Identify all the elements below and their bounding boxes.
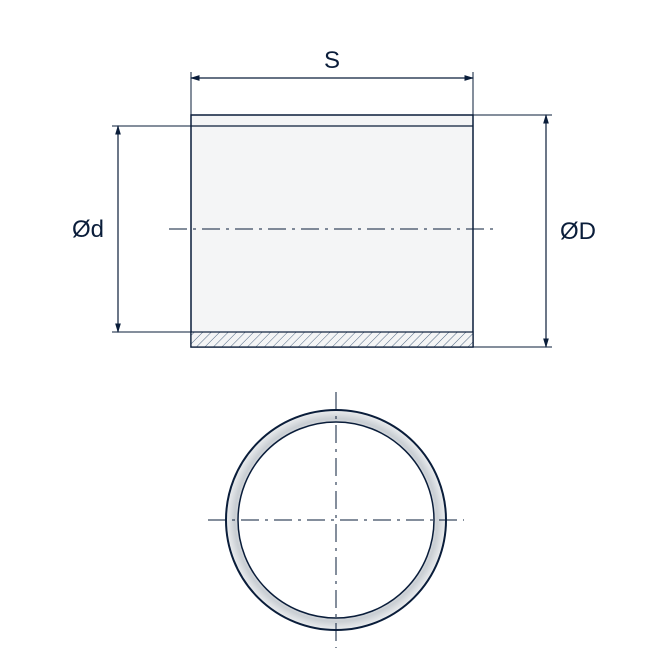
dim-D-label: ØD [560, 218, 596, 245]
side-view-hatch [191, 332, 473, 347]
dim-d-label: Ød [72, 216, 104, 243]
dim-s-label: S [324, 47, 340, 74]
side-view-outer [191, 115, 473, 347]
